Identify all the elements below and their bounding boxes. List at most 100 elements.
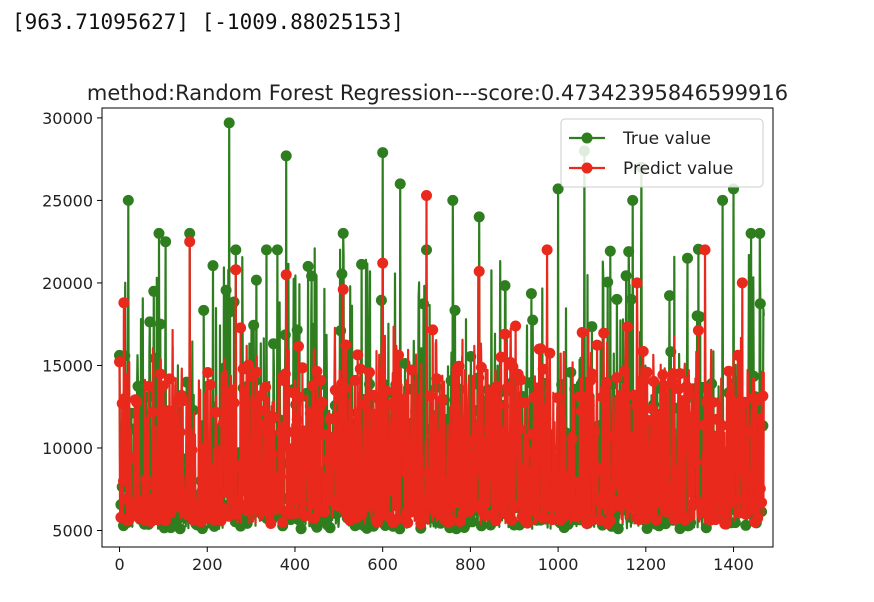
predict-value-point: [198, 498, 210, 510]
predict-value-point: [466, 437, 478, 449]
true-value-point: [525, 288, 537, 300]
predict-value-point: [642, 443, 654, 455]
predict-value-point: [428, 461, 440, 473]
true-value-point: [207, 260, 219, 272]
predict-value-point: [640, 513, 652, 525]
predict-value-point: [732, 349, 744, 361]
true-value-point: [664, 290, 675, 302]
predict-value-point: [502, 381, 514, 393]
predict-value-point: [196, 476, 208, 488]
true-value-point: [149, 352, 161, 364]
predict-value-point: [745, 495, 757, 507]
predict-value-point: [586, 368, 598, 380]
predict-value-point: [368, 389, 379, 401]
true-value-point: [604, 245, 616, 257]
true-value-point: [394, 178, 406, 190]
predict-value-point: [362, 434, 374, 446]
predict-value-point: [239, 385, 250, 397]
predict-value-point: [449, 402, 461, 414]
predict-value-point: [514, 423, 525, 435]
predict-value-point: [620, 446, 632, 458]
true-value-point: [612, 523, 624, 535]
predict-value-point: [369, 497, 381, 509]
predict-value-point: [716, 420, 728, 432]
predict-value-point: [184, 236, 196, 248]
true-value-point: [729, 517, 741, 529]
predict-value-point: [365, 450, 377, 461]
predict-value-point: [757, 390, 769, 402]
true-value-point: [565, 366, 577, 378]
true-value-point: [623, 246, 635, 258]
predict-value-point: [398, 394, 410, 405]
predict-value-point: [552, 392, 564, 404]
true-value-point: [375, 294, 387, 306]
predict-value-point: [396, 409, 408, 421]
predict-value-point: [631, 400, 643, 412]
predict-value-point: [657, 369, 669, 381]
predict-value-point: [473, 460, 485, 472]
predict-value-point: [665, 495, 677, 506]
predict-value-point: [541, 244, 553, 256]
predict-value-point: [118, 297, 130, 309]
predict-value-point: [566, 433, 578, 445]
predict-value-point: [656, 432, 668, 443]
true-value-point: [268, 338, 279, 350]
predict-value-point: [493, 400, 504, 412]
predict-value-point: [456, 417, 468, 429]
predict-value-point: [421, 190, 432, 201]
true-value-point: [449, 304, 461, 316]
y-tick-label: 25000: [42, 191, 93, 210]
true-value-point: [224, 306, 236, 318]
true-value-point: [466, 516, 478, 528]
predict-value-point: [715, 507, 727, 519]
x-tick-label: 600: [367, 555, 398, 574]
predict-value-point: [186, 444, 198, 456]
predict-value-point: [521, 517, 533, 529]
predict-value-point: [328, 433, 340, 445]
predict-value-point: [616, 389, 628, 401]
predict-value-point: [289, 493, 300, 505]
predict-value-point: [298, 425, 310, 437]
predict-value-point: [752, 512, 764, 524]
predict-value-point: [324, 413, 336, 425]
predict-value-point: [296, 362, 308, 374]
predict-value-point: [627, 436, 639, 448]
predict-value-point: [260, 381, 272, 393]
predict-value-point: [410, 489, 422, 501]
predict-value-point: [182, 488, 194, 499]
predict-value-point: [658, 479, 670, 491]
predict-value-point: [252, 456, 264, 468]
predict-value-point: [621, 321, 633, 333]
predict-value-point: [244, 504, 256, 516]
predict-value-point: [266, 448, 278, 460]
predict-value-point: [619, 365, 631, 377]
predict-value-point: [720, 517, 732, 529]
true-value-point: [271, 244, 283, 256]
plot-frame: [101, 107, 774, 548]
predict-value-point: [265, 518, 277, 529]
predict-value-point: [157, 380, 169, 392]
x-tick-label: 1400: [713, 555, 754, 574]
predict-value-point: [703, 503, 715, 515]
true-value-point: [153, 227, 165, 239]
predict-value-point: [637, 345, 649, 357]
predict-value-point: [707, 396, 719, 408]
y-tick-label: 15000: [42, 356, 93, 375]
predict-value-point: [311, 365, 323, 377]
predict-value-point: [119, 392, 131, 404]
predict-value-point: [506, 514, 518, 526]
predict-value-point: [381, 385, 393, 397]
true-value-point: [198, 304, 210, 316]
predict-value-point: [450, 436, 462, 448]
predict-value-point: [366, 408, 378, 420]
predict-value-point: [491, 380, 503, 392]
true-value-point: [174, 523, 186, 535]
predict-value-point: [578, 503, 590, 515]
true-value-point: [250, 274, 262, 286]
predict-value-point: [308, 512, 320, 524]
true-value-point: [302, 260, 314, 272]
predict-value-point: [277, 516, 289, 528]
predict-value-point: [679, 514, 691, 526]
predict-value-point: [315, 375, 327, 386]
predict-value-point: [690, 456, 702, 468]
